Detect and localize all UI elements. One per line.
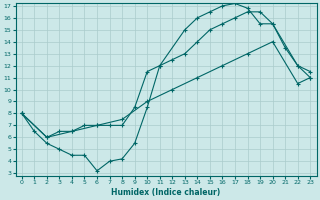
X-axis label: Humidex (Indice chaleur): Humidex (Indice chaleur) [111,188,221,197]
